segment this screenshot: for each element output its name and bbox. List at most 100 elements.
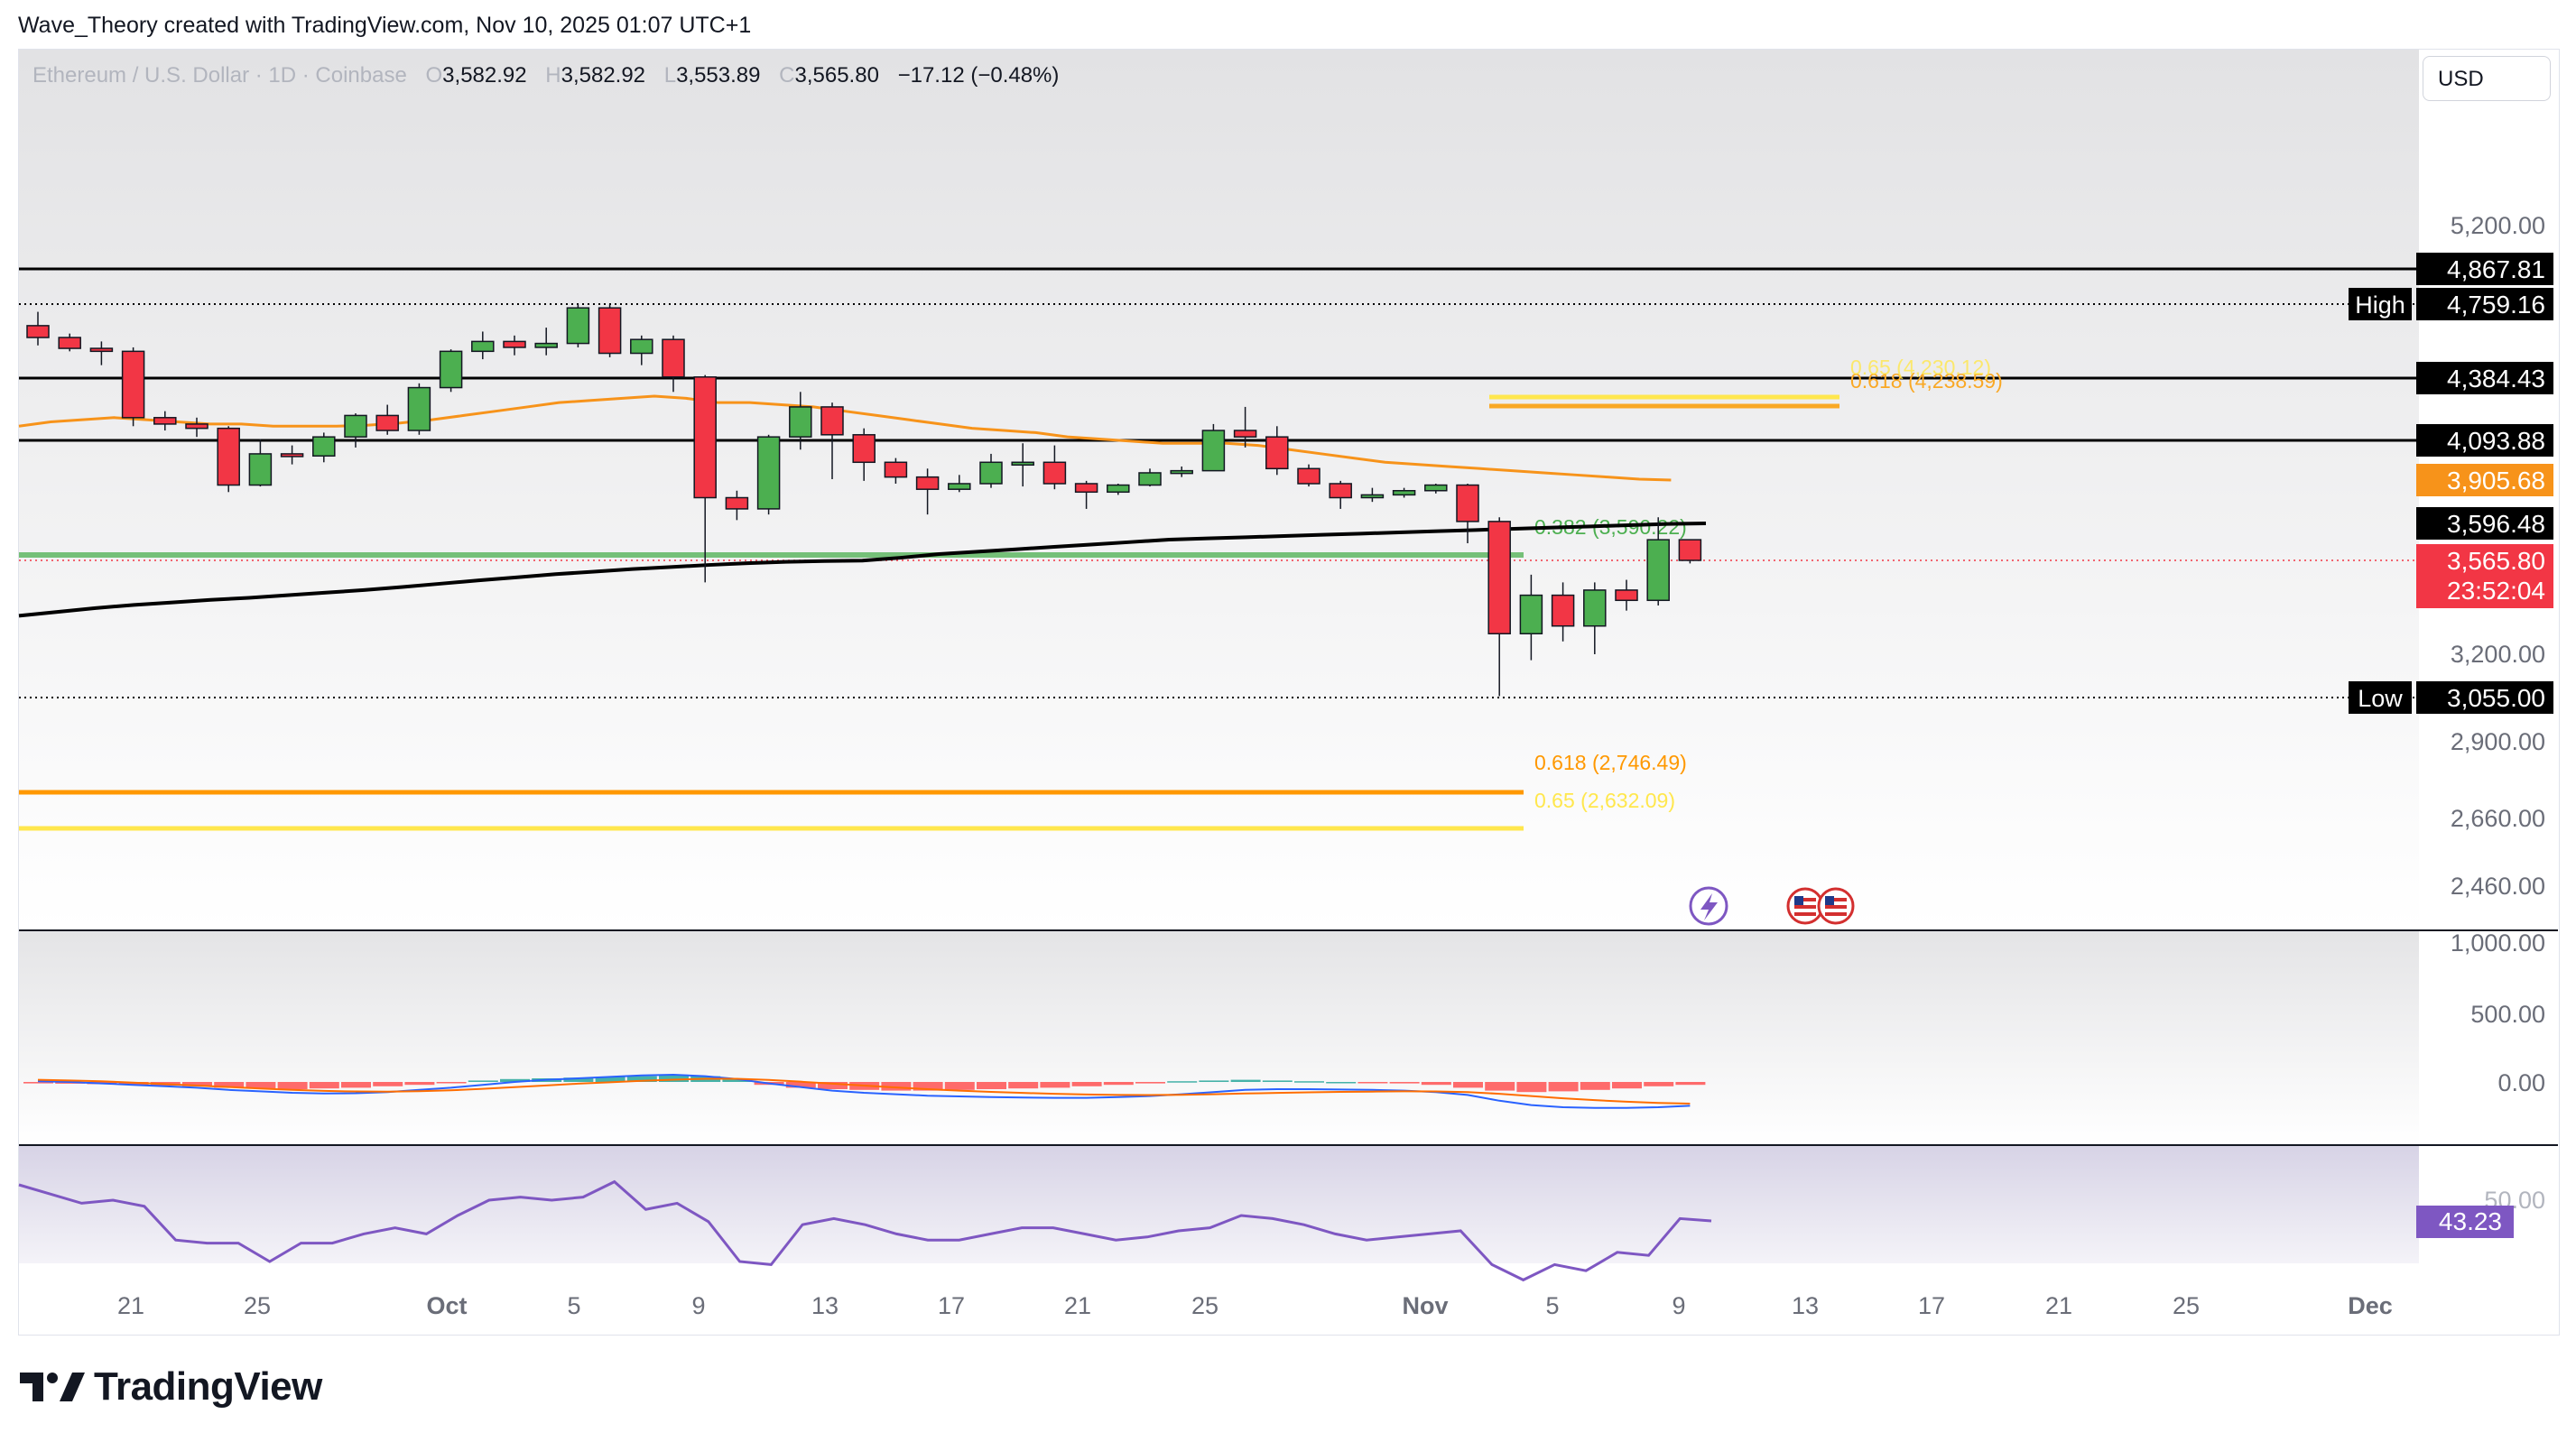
candle-up <box>1201 430 1226 472</box>
close-label: C <box>779 63 795 88</box>
open-label: O <box>425 63 443 88</box>
fib-label-0618-upper: 0.618 (4,238.59) <box>1850 369 2003 393</box>
candle-down <box>1329 483 1352 499</box>
macd-histogram-bar <box>913 1082 943 1091</box>
macd-histogram-bar <box>1644 1082 1674 1086</box>
candle-down <box>1678 539 1702 561</box>
rsi-pane <box>18 1179 1712 1282</box>
macd-histogram-bar <box>404 1082 435 1086</box>
flag-stripe <box>1825 898 1847 901</box>
candle-up <box>439 350 463 389</box>
macd-histogram-bar <box>1612 1082 1642 1089</box>
macd-histogram-bar <box>1199 1080 1229 1082</box>
moving-averages <box>18 394 1707 618</box>
macd-histogram-bar <box>1357 1082 1388 1084</box>
candle-up <box>407 386 431 431</box>
level-tag-low: Low <box>2358 685 2403 712</box>
level-price-tag: 4,867.81 <box>2447 255 2545 283</box>
macd-histogram-bar <box>626 1076 657 1082</box>
symbol-title: Ethereum / U.S. Dollar · 1D · Coinbase <box>32 63 407 88</box>
macd-histogram-bar <box>1548 1082 1579 1092</box>
candle-down <box>1233 430 1257 438</box>
macd-histogram-bar <box>595 1077 625 1082</box>
candle-down <box>1265 436 1289 470</box>
candle-down <box>58 337 81 349</box>
time-tick-label: 25 <box>244 1292 271 1319</box>
price-axis: 5,200.00 3,200.00 2,900.00 2,660.00 2,460.00… <box>2349 212 2553 1238</box>
macd-histogram-bar <box>1294 1081 1324 1083</box>
candle-up <box>1424 484 1448 492</box>
chart-frame <box>18 49 2560 1336</box>
main-pane-bg <box>19 50 2419 929</box>
candle-up <box>1138 472 1162 486</box>
price-tag-bg <box>2416 464 2553 496</box>
macd-histogram-bar <box>182 1082 212 1086</box>
macd-histogram-bar <box>214 1082 245 1088</box>
candle-down <box>1551 594 1575 627</box>
price-tick-label: 2,660.00 <box>2451 805 2545 832</box>
macd-histogram-bar <box>1262 1080 1293 1082</box>
candle-up <box>471 340 495 353</box>
time-tick-label: Nov <box>1402 1292 1448 1319</box>
macd-histogram-bar <box>341 1082 371 1088</box>
macd-histogram-bar <box>500 1078 530 1082</box>
candle-down <box>662 338 685 378</box>
level-price-tag-bg <box>2416 288 2553 320</box>
macd-histogram-bar <box>659 1075 689 1082</box>
macd-pane-bg <box>19 931 2419 1144</box>
macd-tick-label: 500.00 <box>2470 1001 2545 1028</box>
price-tick-label: 2,900.00 <box>2451 728 2545 755</box>
low-label: L <box>663 63 677 88</box>
level-tag-bg <box>2349 681 2412 714</box>
candle-up <box>534 342 558 348</box>
high-value: 3,582.92 <box>561 63 646 88</box>
level-price-tag: 3,055.00 <box>2447 684 2545 712</box>
candle-down <box>725 496 749 510</box>
fib-label-0618-lower: 0.618 (2,746.49) <box>1534 751 1687 774</box>
macd-histogram-bar <box>246 1082 276 1089</box>
macd-histogram-bar <box>1453 1082 1483 1088</box>
currency-button[interactable]: USD <box>2423 56 2551 101</box>
macd-histogram-bar <box>1008 1082 1039 1089</box>
candle-down <box>1487 521 1511 635</box>
candle-up <box>789 406 812 438</box>
macd-histogram-bar <box>309 1082 339 1089</box>
rsi-line <box>18 1179 1712 1282</box>
candle-down <box>852 434 876 464</box>
candle-up <box>1360 494 1385 499</box>
level-price-tag: 4,759.16 <box>2447 291 2545 319</box>
macd-tick-label: 0.00 <box>2497 1069 2545 1096</box>
rsi-pane-bg <box>19 1146 2419 1263</box>
level-price-tag: 4,093.88 <box>2447 427 2545 455</box>
price-tag: 3,596.48 <box>2447 510 2545 538</box>
candle-down <box>1615 589 1638 602</box>
open-value: 3,582.92 <box>442 63 527 88</box>
flag-canton <box>1825 896 1834 905</box>
time-tick-label: 13 <box>811 1292 839 1319</box>
panes-background <box>19 50 2558 1263</box>
macd-histogram-bar <box>1485 1082 1515 1091</box>
price-tick-label: 3,200.00 <box>2451 641 2545 668</box>
moving-average-orange-line <box>18 394 1672 482</box>
macd-histogram-bar <box>818 1082 848 1089</box>
signal-line <box>37 1077 1691 1105</box>
candle-down <box>217 427 240 486</box>
time-tick-label: 21 <box>1064 1292 1091 1319</box>
candle-down <box>375 414 399 431</box>
macd-histogram-bar <box>1516 1082 1547 1093</box>
price-tag-bg <box>2416 507 2553 540</box>
event-icons <box>1689 886 1855 926</box>
macd-histogram-bar <box>785 1082 816 1088</box>
time-tick-label: 17 <box>1918 1292 1945 1319</box>
macd-tick-label: 1,000.00 <box>2451 929 2545 957</box>
candle-down <box>693 376 717 499</box>
time-tick-label: 17 <box>938 1292 965 1319</box>
fib-label-065-upper: 0.65 (4,230.12) <box>1850 356 1991 379</box>
candle-down <box>1042 461 1067 485</box>
macd-histogram-bar <box>944 1082 975 1090</box>
candle-up <box>1170 469 1193 475</box>
macd-histogram-bar <box>468 1080 498 1082</box>
candle-up <box>344 414 367 438</box>
fib-label-065-lower: 0.65 (2,632.09) <box>1534 789 1675 812</box>
